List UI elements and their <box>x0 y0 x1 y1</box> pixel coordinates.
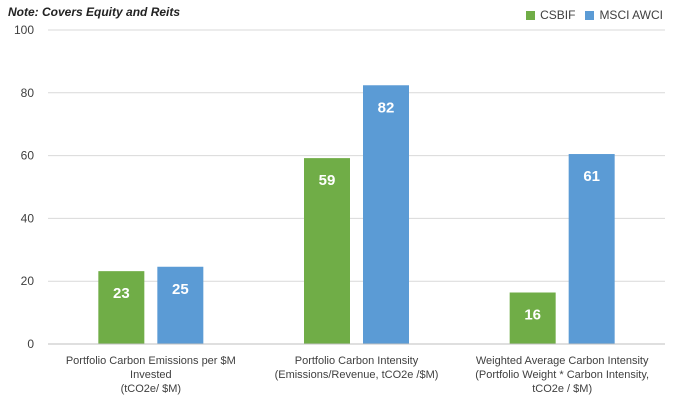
legend-label-msci: MSCI AWCI <box>599 8 663 22</box>
bar <box>304 158 350 344</box>
x-tick-label: (Portfolio Weight * Carbon Intensity, <box>475 369 649 381</box>
x-tick-label: Portfolio Carbon Emissions per $M <box>66 355 236 367</box>
y-tick-label: 0 <box>27 337 34 351</box>
x-tick-label: Weighted Average Carbon Intensity <box>476 355 649 367</box>
y-tick-label: 100 <box>14 23 34 37</box>
legend: CSBIF MSCI AWCI <box>526 8 663 22</box>
bar <box>98 271 145 344</box>
y-tick-label: 20 <box>21 274 35 288</box>
legend-item-csbif: CSBIF <box>526 8 575 22</box>
bar <box>509 292 556 344</box>
x-tick-label: (tCO2e/ $M) <box>121 383 182 395</box>
data-label: 25 <box>172 281 189 298</box>
x-tick-label: (Emissions/Revenue, tCO2e /$M) <box>275 369 439 381</box>
bar <box>363 85 409 344</box>
y-tick-label: 80 <box>21 86 35 100</box>
data-label: 82 <box>378 99 395 116</box>
x-tick-label: Invested <box>130 369 172 381</box>
legend-label-csbif: CSBIF <box>540 8 576 22</box>
chart-note: Note: Covers Equity and Reits <box>8 5 181 19</box>
bar <box>157 266 204 344</box>
data-label: 16 <box>524 307 541 324</box>
x-tick-label: tCO2e / $M) <box>532 383 592 395</box>
data-label: 23 <box>113 285 130 302</box>
bar <box>568 154 615 344</box>
data-label: 61 <box>583 168 600 185</box>
legend-item-msci: MSCI AWCI <box>585 8 663 22</box>
y-tick-label: 60 <box>21 149 35 163</box>
x-tick-label: Portfolio Carbon Intensity <box>295 355 419 367</box>
data-label: 59 <box>319 172 336 189</box>
legend-swatch-msci <box>585 10 595 20</box>
legend-swatch-csbif <box>526 10 536 20</box>
y-tick-label: 40 <box>21 211 35 225</box>
